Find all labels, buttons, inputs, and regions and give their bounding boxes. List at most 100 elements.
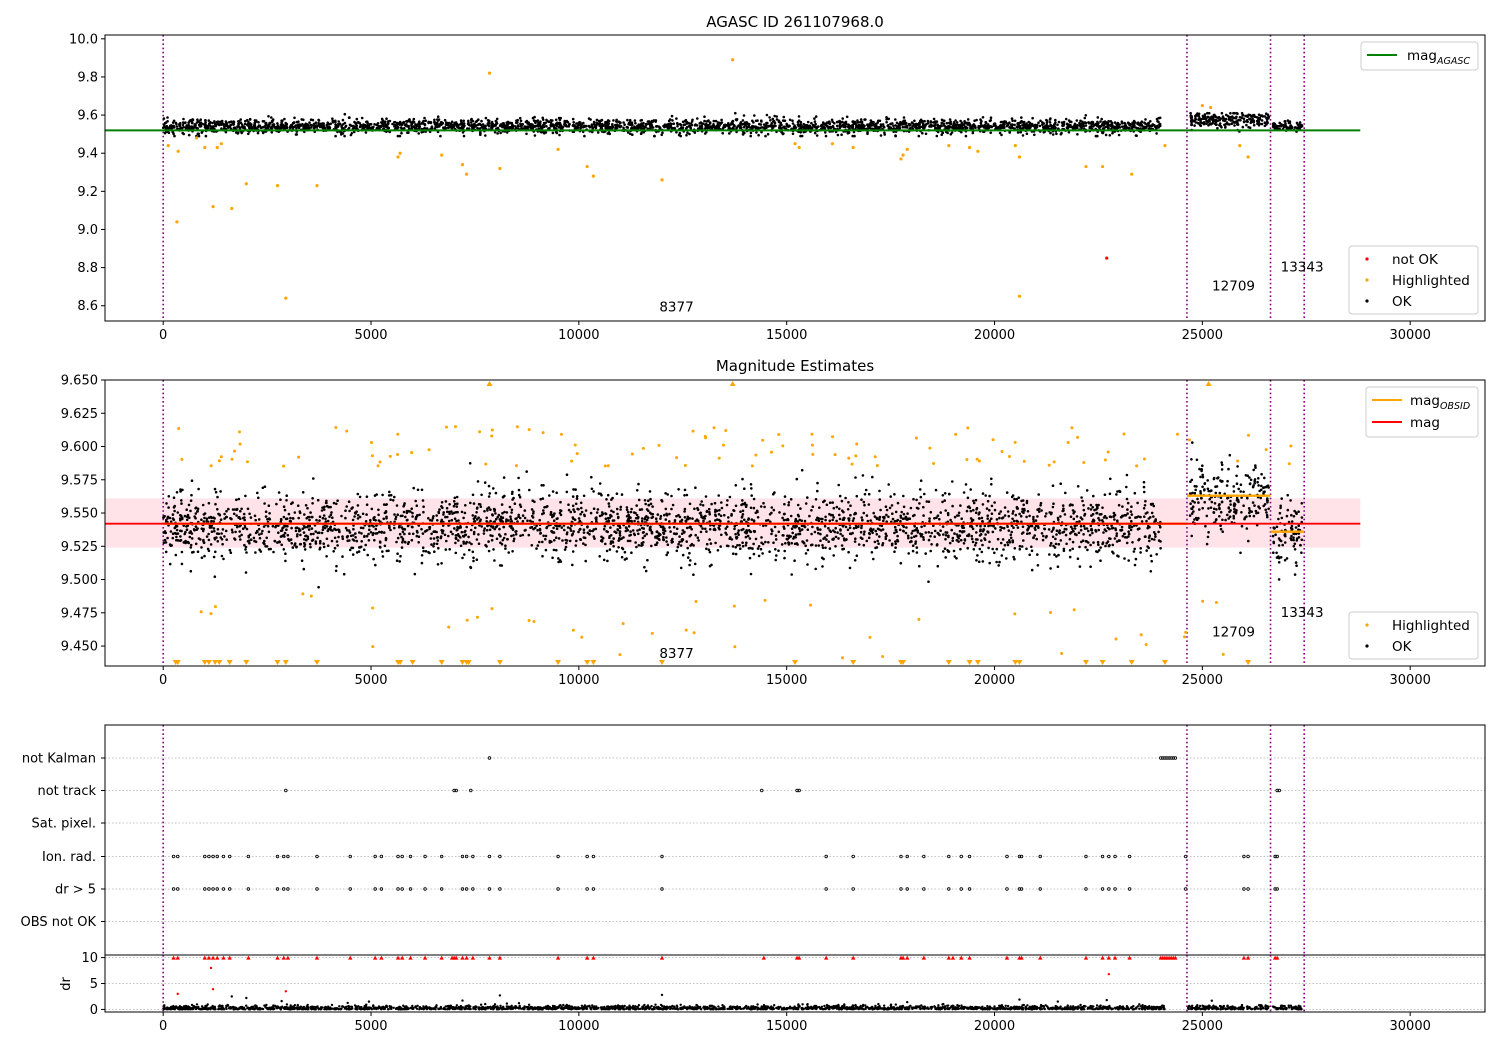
data-point-ok (762, 123, 766, 126)
data-point-ok (659, 517, 662, 520)
data-point-ok (471, 493, 475, 497)
data-point-ok (422, 510, 425, 514)
data-point-highlighted (585, 164, 589, 169)
data-point-ok (207, 122, 211, 126)
data-point-ok (1051, 133, 1055, 136)
data-point-ok (1108, 492, 1112, 496)
data-point-ok (799, 131, 802, 134)
data-point-ok (453, 121, 457, 125)
data-point-ok (873, 125, 876, 128)
data-point-ok (356, 504, 360, 507)
data-point-ok (752, 542, 755, 546)
data-point-ok (867, 536, 871, 540)
data-point-ok (1121, 125, 1124, 128)
data-point-ok (599, 119, 603, 122)
data-point-ok (407, 131, 410, 134)
data-point-ok (502, 476, 506, 479)
data-point-ok (1290, 125, 1294, 129)
data-point-ok (356, 517, 360, 520)
data-point-ok (1113, 518, 1116, 521)
data-point-ok (1118, 123, 1121, 126)
data-point-ok (270, 131, 274, 134)
data-point-ok (546, 505, 549, 508)
data-point-ok (462, 540, 465, 544)
data-point-ok (683, 494, 686, 497)
data-point-ok (944, 556, 947, 559)
data-point-ok (968, 123, 972, 126)
data-point-ok (171, 517, 175, 520)
data-point-ok (676, 123, 679, 126)
data-point-ok (1054, 121, 1057, 124)
data-point-ok (353, 120, 356, 124)
data-point-ok (518, 116, 522, 120)
data-point-ok (1133, 125, 1136, 129)
data-point-ok (244, 548, 247, 551)
data-point-ok (885, 120, 888, 124)
data-point-ok (1241, 125, 1245, 129)
data-point-ok (549, 124, 553, 128)
data-point-ok (1155, 125, 1158, 129)
data-point-ok (1248, 126, 1252, 130)
data-point-ok (203, 554, 206, 558)
data-point-ok (847, 125, 851, 128)
data-point-ok (475, 507, 479, 510)
data-point-ok (920, 120, 924, 124)
data-point-ok (289, 516, 292, 520)
data-point-ok (877, 119, 880, 123)
data-point-ok (1210, 115, 1213, 118)
data-point-ok (993, 551, 996, 555)
data-point-ok (344, 124, 348, 128)
data-point-ok (239, 121, 243, 124)
data-point-ok (984, 494, 987, 497)
data-point-ok (719, 122, 723, 125)
data-point-ok (394, 124, 397, 127)
data-point-ok (453, 527, 456, 530)
data-point-ok (460, 510, 464, 514)
data-point-ok (402, 510, 406, 514)
data-point-ok (1152, 504, 1156, 508)
data-point-ok (743, 518, 746, 522)
data-point-ok (1036, 515, 1039, 518)
data-point-ok (853, 540, 857, 543)
data-point-ok (355, 539, 359, 543)
data-point-ok (899, 561, 903, 565)
data-point-ok (190, 479, 194, 483)
data-point-ok (1075, 125, 1078, 128)
legend-label-highlighted: Highlighted (1392, 273, 1470, 289)
data-point-ok (1080, 517, 1084, 521)
data-point-ok (348, 509, 351, 513)
data-point-ok (1040, 509, 1043, 512)
data-point-ok (863, 503, 866, 507)
data-point-ok (661, 131, 664, 135)
data-point-ok (995, 126, 998, 129)
data-point-ok (225, 538, 228, 541)
data-point-ok (903, 121, 906, 124)
data-point-highlighted (851, 145, 855, 150)
data-point-ok (494, 512, 497, 515)
data-point-ok (596, 131, 600, 134)
data-point-ok (450, 124, 453, 127)
data-point-ok (846, 528, 850, 532)
data-point-ok (1109, 537, 1112, 541)
data-point-ok (382, 125, 386, 128)
data-point-ok (896, 534, 899, 538)
data-point-ok (403, 126, 406, 130)
data-point-ok (718, 508, 721, 512)
data-point-ok (959, 547, 962, 551)
data-point-ok (352, 126, 356, 130)
data-point-ok (545, 125, 548, 128)
data-point-ok (582, 494, 586, 498)
data-point-ok (734, 111, 737, 115)
data-point-ok (1198, 123, 1202, 127)
data-point-ok (920, 525, 923, 529)
data-point-ok (1028, 514, 1031, 518)
data-point-ok (196, 118, 199, 121)
data-point-ok (284, 552, 287, 555)
data-point-ok (993, 122, 997, 125)
data-point-ok (660, 133, 663, 137)
data-point-ok (1012, 526, 1015, 529)
data-point-ok (1154, 535, 1157, 538)
data-point-ok (775, 115, 778, 118)
data-point-ok (232, 512, 236, 516)
data-point-ok (447, 534, 450, 538)
